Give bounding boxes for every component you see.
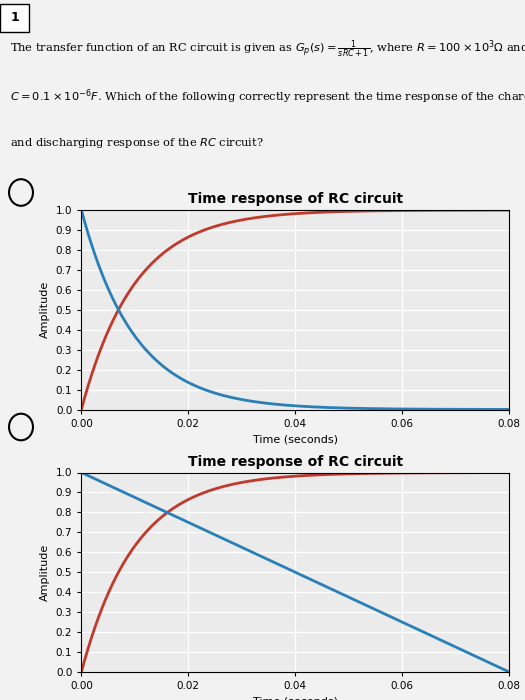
Text: $C = 0.1 \times 10^{-6}F$. Which of the following correctly represent the time r: $C = 0.1 \times 10^{-6}F$. Which of the …	[10, 88, 525, 106]
Text: and discharging response of the $RC$ circuit?: and discharging response of the $RC$ cir…	[10, 136, 264, 150]
Text: The transfer function of an RC circuit is given as $G_p(s) = \frac{1}{sRC+1}$, w: The transfer function of an RC circuit i…	[10, 38, 525, 60]
Text: 1: 1	[10, 11, 19, 24]
Y-axis label: Amplitude: Amplitude	[40, 281, 50, 338]
X-axis label: Time (seconds): Time (seconds)	[253, 696, 338, 700]
Y-axis label: Amplitude: Amplitude	[40, 544, 50, 601]
FancyBboxPatch shape	[0, 4, 29, 32]
X-axis label: Time (seconds): Time (seconds)	[253, 434, 338, 444]
Title: Time response of RC circuit: Time response of RC circuit	[188, 192, 403, 206]
Title: Time response of RC circuit: Time response of RC circuit	[188, 454, 403, 468]
